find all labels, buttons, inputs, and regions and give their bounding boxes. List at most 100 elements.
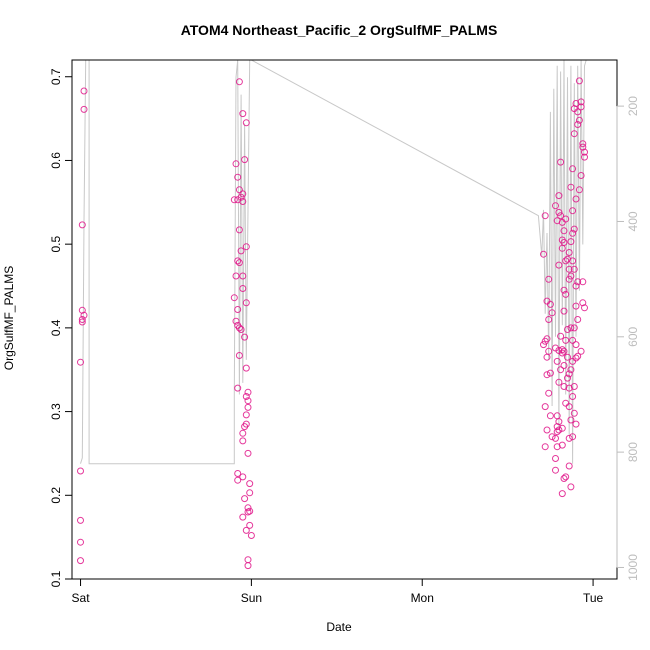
chart-title: ATOM4 Northeast_Pacific_2 OrgSulfMF_PALM… [181, 22, 498, 38]
secondary-series-line [80, 59, 587, 465]
data-point [577, 98, 585, 106]
y-tick-label: 0.5 [49, 235, 63, 252]
data-point [546, 300, 554, 308]
data-point [558, 424, 566, 432]
data-point [569, 357, 577, 365]
data-point [575, 77, 583, 85]
data-point [541, 443, 549, 451]
data-point [575, 116, 583, 124]
data-point [558, 346, 566, 354]
data-point [247, 532, 255, 539]
data-point [237, 326, 245, 333]
x-tick-label: Mon [411, 591, 434, 605]
data-point [548, 309, 556, 317]
data-points [77, 77, 588, 570]
data-point [560, 286, 568, 294]
data-point [564, 353, 571, 361]
y-tick-label: 0.1 [49, 570, 63, 587]
data-point [577, 347, 585, 355]
y-axis-left: 0.1 0.2 0.3 0.4 0.5 0.6 0.7 [49, 68, 73, 587]
data-point [558, 441, 566, 449]
data-point [234, 470, 242, 477]
data-point [570, 130, 578, 138]
data-point [569, 207, 577, 215]
data-point [567, 416, 575, 424]
data-point [235, 78, 243, 86]
data-point [570, 383, 578, 390]
data-point [80, 311, 88, 319]
data-point [246, 521, 254, 529]
data-point [242, 526, 250, 534]
data-point [235, 259, 243, 267]
data-point [555, 261, 563, 269]
data-point [579, 299, 587, 307]
data-point [78, 306, 86, 314]
data-point [239, 473, 247, 481]
data-point [80, 87, 88, 95]
data-point [242, 119, 250, 127]
data-point [239, 190, 247, 198]
data-point [239, 285, 247, 292]
data-point [574, 121, 582, 128]
data-point [242, 411, 250, 419]
data-point [541, 212, 549, 220]
y-axis-label: OrgSulfMF_PALMS [2, 266, 16, 370]
data-point [235, 352, 243, 359]
data-point [242, 299, 250, 307]
y-tick-label: 0.4 [49, 319, 63, 336]
data-point [569, 229, 577, 237]
data-point [569, 393, 577, 400]
data-point [78, 318, 86, 326]
data-point [232, 272, 240, 280]
data-point [246, 480, 254, 488]
y-axis-right: 200 400 600 800 1000 [616, 96, 640, 581]
data-point [545, 316, 553, 323]
data-point [569, 165, 577, 173]
data-point [560, 475, 568, 482]
data-point [558, 490, 566, 498]
data-point [562, 290, 570, 298]
data-point [244, 508, 252, 516]
data-point [244, 449, 252, 457]
data-point [78, 221, 86, 229]
data-point [543, 371, 551, 379]
data-point [239, 198, 247, 205]
data-point [574, 316, 582, 323]
data-point [552, 202, 559, 210]
data-point [242, 364, 250, 372]
data-point [77, 358, 84, 366]
data-point [543, 426, 551, 434]
data-point [564, 326, 571, 333]
data-point [540, 341, 547, 349]
y-tick-label: 0.7 [49, 68, 63, 85]
data-point [572, 302, 580, 310]
data-point [246, 489, 254, 497]
data-point [572, 195, 580, 203]
data-point [577, 172, 585, 179]
data-point [552, 466, 559, 474]
data-point [540, 250, 547, 258]
data-point [552, 434, 559, 442]
data-point [239, 272, 247, 280]
data-point [579, 140, 587, 148]
data-point [546, 369, 554, 377]
data-point [543, 353, 551, 361]
data-point [572, 354, 580, 362]
data-point [234, 476, 242, 484]
data-point [557, 212, 565, 220]
data-point [242, 420, 250, 428]
data-point [557, 158, 565, 166]
data-point [555, 378, 563, 386]
data-point [237, 193, 245, 201]
data-point [567, 324, 575, 332]
x-tick-label: Tue [583, 591, 604, 605]
data-point [560, 239, 568, 246]
data-point [567, 272, 575, 280]
y2-tick-label: 800 [626, 442, 640, 462]
data-point [567, 183, 575, 191]
data-point [562, 257, 570, 265]
y-tick-label: 0.3 [49, 403, 63, 420]
data-point [565, 249, 573, 256]
data-point [241, 495, 249, 503]
data-point [579, 143, 587, 151]
